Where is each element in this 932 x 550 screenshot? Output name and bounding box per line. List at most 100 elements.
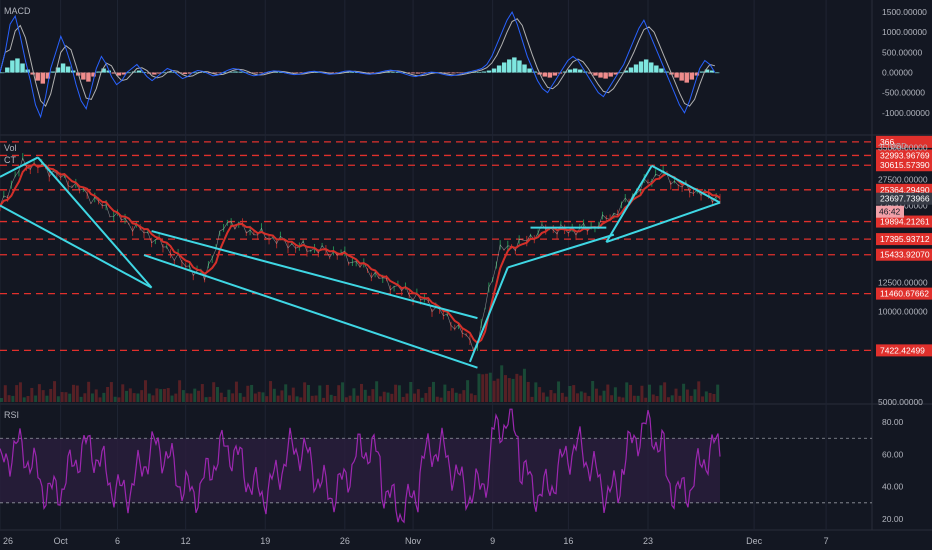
volume-bar	[655, 396, 659, 402]
volume-bar	[651, 394, 655, 402]
volume-bar	[227, 389, 231, 402]
volume-bar	[98, 397, 102, 402]
trendline[interactable]	[143, 254, 478, 369]
volume-bar	[610, 395, 614, 402]
volume-bar	[469, 393, 473, 402]
volume-bar	[632, 395, 636, 402]
volume-bar	[378, 396, 382, 402]
macd-histogram-bar	[709, 70, 715, 73]
volume-bar	[333, 395, 337, 402]
macd-histogram-bar	[20, 63, 25, 73]
volume-bar	[594, 388, 598, 402]
rsi-pane[interactable]	[0, 408, 872, 524]
volume-bar	[526, 381, 530, 402]
macd-histogram-bar	[116, 72, 122, 76]
time-axis[interactable]: 26 Oct 6 12 19 26 Nov 9 16 23 Dec 7	[3, 536, 829, 546]
volume-bar	[106, 386, 110, 402]
volume-bar	[341, 382, 345, 402]
volume-bar	[617, 396, 621, 402]
volume-bar	[576, 393, 579, 402]
volume-bar	[56, 396, 60, 402]
macd-pane[interactable]	[0, 11, 720, 119]
macd-axis-tick: -500.00000	[882, 88, 925, 98]
volume-bar	[329, 394, 333, 402]
volume-bar	[466, 380, 470, 402]
volume-bar	[598, 395, 602, 402]
volume-bar	[572, 385, 576, 402]
volume-bar	[288, 395, 291, 402]
volume-bar	[79, 396, 83, 402]
volume-bar	[670, 395, 674, 402]
volume-bar	[420, 397, 424, 402]
volume-bar	[644, 397, 648, 402]
macd-histogram-bar	[522, 64, 527, 73]
volume-bar	[15, 385, 19, 402]
volume-bar	[68, 393, 72, 402]
price-level-label: 25364.29490	[880, 185, 930, 195]
macd-histogram-bar	[223, 72, 228, 74]
trendline[interactable]	[507, 233, 615, 269]
macd-axis-tick: 500.00000	[882, 47, 922, 57]
macd-histogram-bar	[50, 71, 56, 73]
volume-bar	[602, 390, 606, 402]
volume-bar	[424, 393, 428, 402]
volume-bar	[272, 388, 276, 402]
macd-histogram-bar	[228, 71, 233, 73]
volume-bar	[132, 393, 136, 402]
price-pane[interactable]	[0, 141, 872, 402]
price-level-tag	[876, 248, 932, 261]
macd-histogram-bar	[96, 71, 101, 73]
volume-bar	[682, 383, 686, 402]
macd-histogram-bar	[628, 67, 634, 73]
macd-histogram-bar	[547, 72, 553, 78]
volume-bar	[625, 382, 629, 402]
volume-bar	[170, 395, 174, 402]
volume-bar	[390, 393, 394, 402]
time-tick-label: 6	[115, 536, 120, 546]
price-level-tag	[876, 149, 932, 162]
trendline[interactable]	[605, 201, 721, 244]
price-level-label: 11460.67662	[880, 289, 929, 299]
volume-bar	[454, 392, 458, 402]
macd-histogram-bar	[121, 72, 127, 75]
macd-histogram-bar	[55, 67, 61, 73]
macd-histogram-bar	[512, 57, 517, 73]
volume-bar	[113, 396, 117, 402]
price-level-label: 7422.42499	[880, 345, 925, 355]
volume-bar	[189, 393, 193, 402]
trendline[interactable]	[151, 230, 478, 320]
volume-bar	[64, 392, 68, 402]
trendline[interactable]	[605, 165, 653, 243]
macd-histogram-bar	[420, 72, 426, 74]
price-level-label: 17395.93712	[880, 234, 930, 244]
trendline[interactable]	[0, 156, 39, 178]
macd-histogram-bar	[664, 71, 669, 73]
volume-bar	[443, 384, 447, 402]
volume-bar	[193, 388, 197, 402]
trendline[interactable]	[468, 267, 509, 363]
last-price-tag	[876, 192, 932, 205]
macd-histogram-bar	[486, 70, 492, 73]
rsi-label: RSI	[4, 410, 20, 420]
volume-bar	[7, 395, 11, 402]
volume-bar	[477, 373, 481, 402]
macd-line	[0, 11, 716, 119]
volume-bar	[295, 396, 299, 402]
macd-histogram-bar	[126, 72, 132, 74]
volume-bar	[557, 381, 561, 402]
volume-bar	[507, 378, 511, 402]
macd-histogram-bar	[456, 72, 461, 74]
volume-bar	[481, 374, 485, 402]
price-axis[interactable]: 1500.00000 1000.00000 500.00000 0.00000 -500…	[876, 7, 932, 524]
trendline[interactable]	[0, 204, 153, 289]
volume-bar	[382, 391, 386, 402]
volume-bar	[409, 381, 413, 402]
rsi-axis-tick: 20.00	[882, 514, 904, 524]
trendline[interactable]	[37, 156, 153, 289]
volume-bar	[121, 384, 125, 402]
macd-histogram-bar	[578, 69, 583, 73]
trendline[interactable]	[651, 164, 721, 204]
macd-histogram-bar	[81, 72, 86, 80]
macd-histogram-bar	[684, 72, 689, 83]
